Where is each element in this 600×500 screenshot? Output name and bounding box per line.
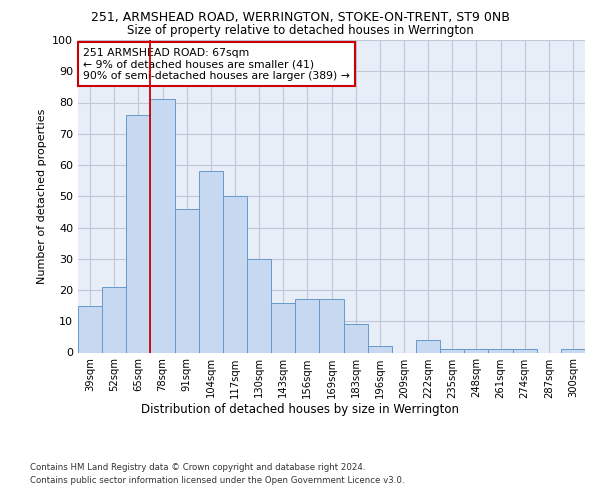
Bar xyxy=(512,350,537,352)
Bar xyxy=(151,100,175,352)
Text: Contains public sector information licensed under the Open Government Licence v3: Contains public sector information licen… xyxy=(30,476,404,485)
Bar xyxy=(488,350,512,352)
Bar xyxy=(416,340,440,352)
Bar xyxy=(344,324,368,352)
Text: Size of property relative to detached houses in Werrington: Size of property relative to detached ho… xyxy=(127,24,473,37)
Y-axis label: Number of detached properties: Number of detached properties xyxy=(37,108,47,284)
Bar xyxy=(78,306,102,352)
Bar xyxy=(295,300,319,352)
Bar xyxy=(102,287,126,352)
Bar xyxy=(199,171,223,352)
Bar xyxy=(319,300,344,352)
Text: Distribution of detached houses by size in Werrington: Distribution of detached houses by size … xyxy=(141,402,459,415)
Text: 251 ARMSHEAD ROAD: 67sqm
← 9% of detached houses are smaller (41)
90% of semi-de: 251 ARMSHEAD ROAD: 67sqm ← 9% of detache… xyxy=(83,48,350,81)
Bar xyxy=(368,346,392,352)
Bar xyxy=(247,259,271,352)
Text: 251, ARMSHEAD ROAD, WERRINGTON, STOKE-ON-TRENT, ST9 0NB: 251, ARMSHEAD ROAD, WERRINGTON, STOKE-ON… xyxy=(91,12,509,24)
Bar xyxy=(440,350,464,352)
Bar xyxy=(464,350,488,352)
Bar xyxy=(126,115,151,352)
Bar xyxy=(223,196,247,352)
Text: Contains HM Land Registry data © Crown copyright and database right 2024.: Contains HM Land Registry data © Crown c… xyxy=(30,462,365,471)
Bar xyxy=(561,350,585,352)
Bar xyxy=(271,302,295,352)
Bar xyxy=(175,209,199,352)
